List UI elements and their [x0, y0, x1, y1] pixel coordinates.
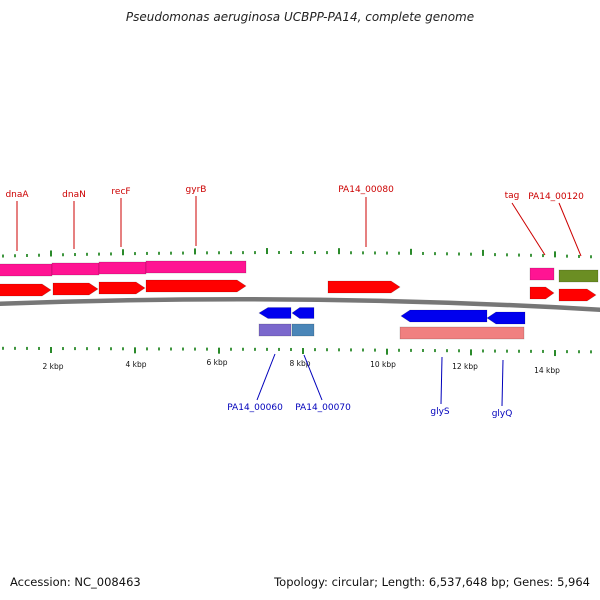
scale-label: 14 kbp	[534, 366, 560, 375]
leader-line	[558, 202, 582, 257]
cds-arrow[interactable]	[258, 307, 292, 319]
leader-line	[501, 359, 504, 407]
gene-label[interactable]: PA14_00120	[528, 192, 584, 202]
accession-text: Accession: NC_008463	[10, 575, 141, 589]
gene-bar[interactable]	[258, 323, 292, 337]
gene-label[interactable]: dnaA	[5, 190, 29, 200]
cds-arrow[interactable]	[400, 309, 488, 323]
page-title: Pseudomonas aeruginosa UCBPP-PA14, compl…	[125, 10, 475, 24]
gene-bar[interactable]	[399, 326, 525, 340]
tick-layer	[2, 248, 592, 357]
leader-line	[440, 356, 443, 405]
leader-line	[303, 354, 323, 401]
gene-label[interactable]: PA14_00060	[227, 403, 283, 413]
gene-label[interactable]: glyS	[430, 407, 450, 417]
scale-label: 6 kbp	[206, 358, 227, 367]
scale-label: 12 kbp	[452, 362, 478, 371]
cds-arrow[interactable]	[145, 279, 247, 293]
cds-arrow[interactable]	[558, 288, 597, 302]
gene-bar[interactable]	[51, 262, 100, 276]
cds-arrow[interactable]	[529, 286, 555, 300]
leader-line	[511, 202, 546, 256]
gene-bar[interactable]	[529, 267, 555, 281]
cds-arrow[interactable]	[52, 282, 99, 296]
gene-label[interactable]: recF	[111, 187, 130, 197]
cds-arrow[interactable]	[327, 280, 401, 294]
cds-arrow[interactable]	[0, 283, 52, 297]
cds-arrow[interactable]	[486, 311, 526, 325]
genome-summary-text: Topology: circular; Length: 6,537,648 bp…	[274, 575, 590, 589]
gene-label[interactable]: PA14_00070	[295, 403, 351, 413]
gene-bar[interactable]	[98, 261, 147, 275]
gene-bar[interactable]	[558, 269, 599, 283]
scale-label: 4 kbp	[125, 360, 146, 369]
gene-label[interactable]: gyrB	[186, 185, 207, 195]
scale-label: 10 kbp	[370, 360, 396, 369]
backbone-line	[0, 296, 600, 312]
cds-arrow[interactable]	[291, 307, 315, 319]
scale-label: 8 kbp	[289, 359, 310, 368]
scale-labels: 2 kbp 4 kbp 6 kbp 8 kbp 10 kbp 12 kbp 14 kbp	[42, 358, 560, 375]
cds-arrow[interactable]	[98, 281, 146, 295]
feature-layer	[0, 260, 599, 340]
scale-label: 2 kbp	[42, 362, 63, 371]
genome-backbone	[0, 296, 600, 312]
leader-line	[256, 353, 276, 401]
gene-bar[interactable]	[145, 260, 247, 274]
gene-label[interactable]: PA14_00080	[338, 185, 394, 195]
gene-label[interactable]: dnaN	[62, 190, 86, 200]
gene-bar[interactable]	[0, 263, 53, 277]
gene-label[interactable]: tag	[505, 191, 520, 201]
gene-label[interactable]: glyQ	[492, 409, 513, 419]
gene-bar[interactable]	[291, 323, 315, 337]
